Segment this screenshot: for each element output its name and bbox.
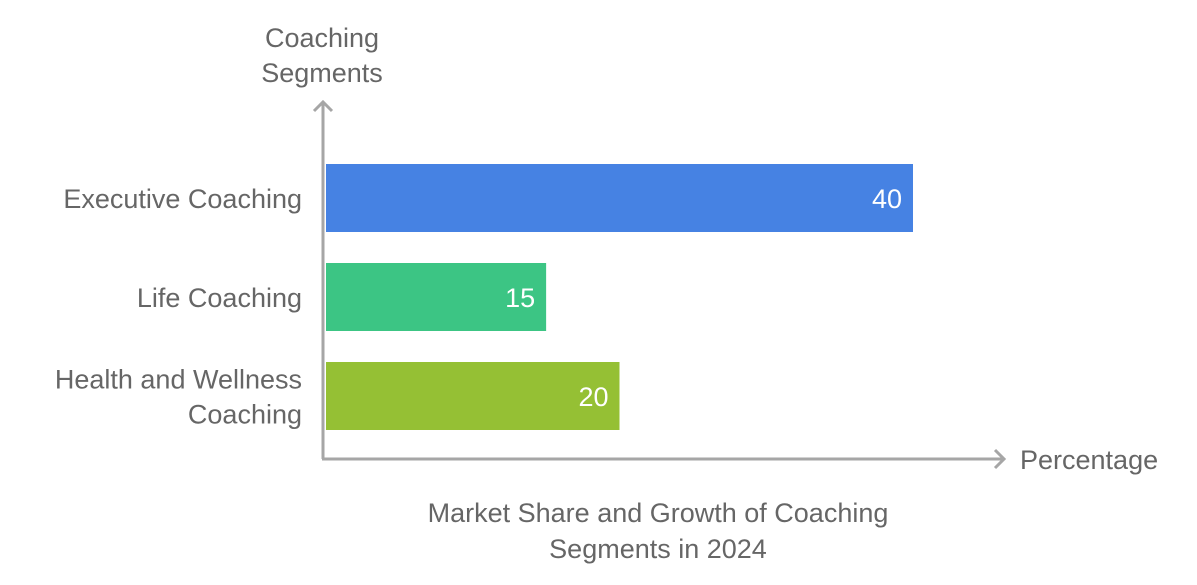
y-axis-label-line-2: Segments (261, 58, 383, 88)
y-axis-label-line-1: Coaching (265, 23, 379, 53)
data-label-1: 40 (872, 184, 902, 214)
bar-3 (326, 362, 620, 430)
chart-title-line-1: Market Share and Growth of Coaching (428, 498, 889, 528)
category-label-2: Life Coaching (137, 283, 302, 313)
x-axis-label: Percentage (1020, 445, 1158, 475)
y-axis-arrow-icon (312, 99, 334, 113)
x-axis-arrow-icon (993, 448, 1007, 470)
chart-title-line-2: Segments in 2024 (549, 534, 767, 564)
bar-1 (326, 164, 913, 232)
category-label-3-line-2: Coaching (188, 400, 302, 430)
category-label-3-line-1: Health and Wellness (55, 365, 302, 395)
category-label-1: Executive Coaching (63, 184, 302, 214)
bar-2 (326, 263, 547, 331)
data-label-3: 20 (578, 382, 608, 412)
data-label-2: 15 (505, 283, 535, 313)
